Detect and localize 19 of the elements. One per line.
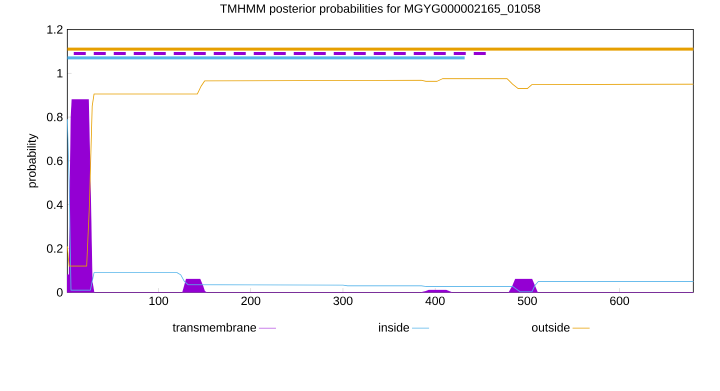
legend-label: transmembrane	[172, 322, 256, 332]
x-tick-label: 100	[149, 296, 168, 306]
x-tick-label: 300	[333, 296, 353, 306]
y-tick-label: 1.2	[47, 25, 63, 34]
y-tick-label: 0.8	[46, 112, 63, 122]
y-tick-label: 0.2	[46, 244, 63, 253]
chart-title: TMHMM posterior probabilities for MGYG000002165_01058	[220, 4, 540, 16]
line-series	[66, 78, 694, 266]
y-tick-label: 0	[56, 288, 63, 297]
y-tick-label: 0.6	[46, 156, 63, 166]
legend-label: inside	[379, 322, 410, 332]
y-tick-label: 1	[57, 69, 63, 78]
x-tick-label: 200	[241, 296, 260, 306]
y-axis-title: probability	[27, 134, 38, 188]
x-tick-label: 500	[518, 296, 537, 306]
x-tick-label: 600	[610, 296, 630, 306]
legend-label: outside	[532, 322, 570, 332]
y-tick-label: 0.4	[46, 200, 63, 209]
x-tick-label: 400	[425, 296, 445, 306]
